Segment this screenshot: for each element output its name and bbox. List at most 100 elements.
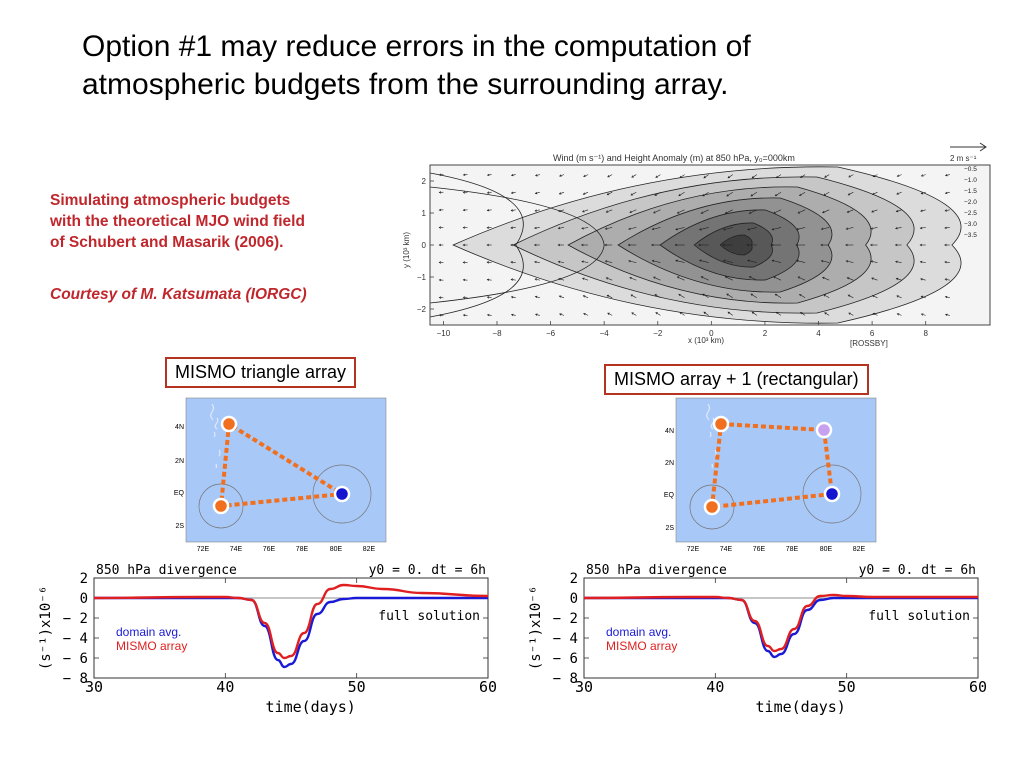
coastline-islands <box>706 403 717 469</box>
wind-y-tick-label: −2 <box>417 305 427 314</box>
buoy-southwest <box>703 498 721 516</box>
rossby-tag: [ROSSBY] <box>850 339 888 348</box>
lat-label: 4N <box>175 424 184 431</box>
buoy-additional <box>815 421 833 439</box>
wind-y-axis-label: y (10³ km) <box>402 232 411 268</box>
triangle-array-map: 4N 2N EQ 2S 72E 74E 76E 78E 80E 82E <box>170 396 390 556</box>
buoy-north <box>220 415 238 433</box>
y-tick-label: − 8 <box>553 671 578 687</box>
wind-x-tick-label: 6 <box>870 329 875 338</box>
contour-label: −3.0 <box>964 221 977 228</box>
contour-label: −2.0 <box>964 199 977 206</box>
buoy-east <box>823 485 841 503</box>
title-line-1: Option #1 may reduce errors in the compu… <box>82 30 751 63</box>
wind-y-tick-label: 1 <box>422 209 427 218</box>
y-tick-label: 2 <box>570 571 578 587</box>
contour-label: −0.5 <box>964 166 977 173</box>
coastline-islands <box>210 403 221 469</box>
plot-frame <box>93 577 489 679</box>
y-axis-label: (s⁻¹)x10⁻⁶ <box>528 586 544 670</box>
contour-label: −2.5 <box>964 210 977 217</box>
wind-vectors <box>438 173 950 317</box>
y-tick-label: − 8 <box>63 671 88 687</box>
lon-label: 72E <box>197 546 210 553</box>
wind-x-axis-label: x (10³ km) <box>688 336 724 345</box>
vector-scale-label: 2 m s⁻¹ <box>950 154 977 163</box>
x-tick-label: 30 <box>575 678 593 696</box>
lon-label: 82E <box>363 546 376 553</box>
contour-label: −1.5 <box>964 188 977 195</box>
contour-label: −1.0 <box>964 177 977 184</box>
chart-title: 850 hPa divergence <box>586 563 727 578</box>
y-axis-label: (s⁻¹)x10⁻⁶ <box>38 586 54 670</box>
lat-label: 2N <box>175 458 184 465</box>
chart-params: y0 = 0. dt = 6h <box>859 563 976 578</box>
x-tick-label: 40 <box>706 678 724 696</box>
lat-label: 2N <box>665 460 674 467</box>
wind-y-tick-label: −1 <box>417 273 427 282</box>
lon-label: 80E <box>820 546 833 553</box>
legend-entry: MISMO array <box>606 639 677 653</box>
latitude-labels: 4N 2N EQ 2S <box>664 428 675 532</box>
legend-entry: MISMO array <box>116 639 187 653</box>
chart-params: y0 = 0. dt = 6h <box>369 563 486 578</box>
wind-x-tick-label: 0 <box>709 329 714 338</box>
lon-label: 74E <box>230 546 243 553</box>
wind-x-ticks: −10 −8 −6 −4 −2 0 2 4 6 8 <box>437 321 928 338</box>
x-axis-label: time(days) <box>266 698 356 716</box>
contour-labels: −0.5 −1.0 −1.5 −2.0 −2.5 −3.0 −3.5 <box>964 166 977 239</box>
legend-entry: domain avg. <box>606 625 671 639</box>
wind-height-anomaly-plot: Wind (m s⁻¹) and Height Anomaly (m) at 8… <box>398 138 1000 350</box>
x-tick-label: 60 <box>969 678 987 696</box>
title-line-2: atmospheric budgets from the surrounding… <box>82 68 729 101</box>
lon-label: 76E <box>753 546 766 553</box>
slide-title: Option #1 may reduce errors in the compu… <box>82 28 982 104</box>
lat-label: 2S <box>175 523 184 530</box>
array-polygon <box>709 421 835 510</box>
wind-x-tick-label: −8 <box>492 329 502 338</box>
radius-circle-west <box>198 483 244 529</box>
series-line-mismo-array <box>583 593 978 653</box>
latitude-labels: 4N 2N EQ 2S <box>174 424 185 530</box>
buoy-southwest <box>212 497 230 515</box>
lon-label: 76E <box>263 546 276 553</box>
longitude-labels: 72E 74E 76E 78E 80E 82E <box>197 546 376 553</box>
lon-label: 80E <box>330 546 343 553</box>
lat-label: EQ <box>664 492 675 499</box>
y-tick-label: − 2 <box>553 611 578 627</box>
credit-text: Courtesy of M. Katsumata (IORGC) <box>50 286 307 303</box>
buoy-north <box>712 415 730 433</box>
wind-x-tick-label: −4 <box>600 329 610 338</box>
radius-circle-east <box>312 464 372 524</box>
wind-y-tick-label: 0 <box>422 241 427 250</box>
longitude-labels: 72E 74E 76E 78E 80E 82E <box>687 546 866 553</box>
legend-entry: domain avg. <box>116 625 181 639</box>
radius-circle-east <box>802 464 862 524</box>
y-tick-label: − 6 <box>63 651 88 667</box>
description-line-1: Simulating atmospheric budgets <box>50 192 291 209</box>
y-tick-label: − 6 <box>553 651 578 667</box>
y-tick-label: 0 <box>80 591 88 607</box>
wind-y-ticks: 2 1 0 −1 −2 <box>417 177 434 314</box>
contour-field <box>429 165 990 325</box>
x-tick-label: 40 <box>216 678 234 696</box>
y-tick-label: 0 <box>570 591 578 607</box>
divergence-chart-rectangular: 30 40 50 60 2 0 − 2 − 4 − 6 − 8 850 hPa divergence… <box>526 560 990 720</box>
lon-label: 78E <box>296 546 309 553</box>
lon-label: 72E <box>687 546 700 553</box>
y-tick-label: − 4 <box>553 631 578 647</box>
x-tick-label: 60 <box>479 678 497 696</box>
plot-frame <box>583 577 979 679</box>
ocean-background <box>675 397 877 543</box>
wind-y-tick-label: 2 <box>422 177 427 186</box>
triangle-array-label: MISMO triangle array <box>165 357 357 388</box>
radius-circle-west <box>689 484 735 530</box>
wind-x-tick-label: −2 <box>653 329 663 338</box>
y-tick-label: 2 <box>80 571 88 587</box>
description-line-2: with the theoretical MJO wind field <box>50 213 305 230</box>
wind-x-tick-label: −6 <box>546 329 556 338</box>
x-axis-label: time(days) <box>756 698 846 716</box>
lat-label: 4N <box>665 428 674 435</box>
rectangular-array-map: 4N 2N EQ 2S 72E 74E 76E 78E 80E 82E <box>660 396 880 556</box>
rectangular-array-label: MISMO array + 1 (rectangular) <box>604 364 869 395</box>
